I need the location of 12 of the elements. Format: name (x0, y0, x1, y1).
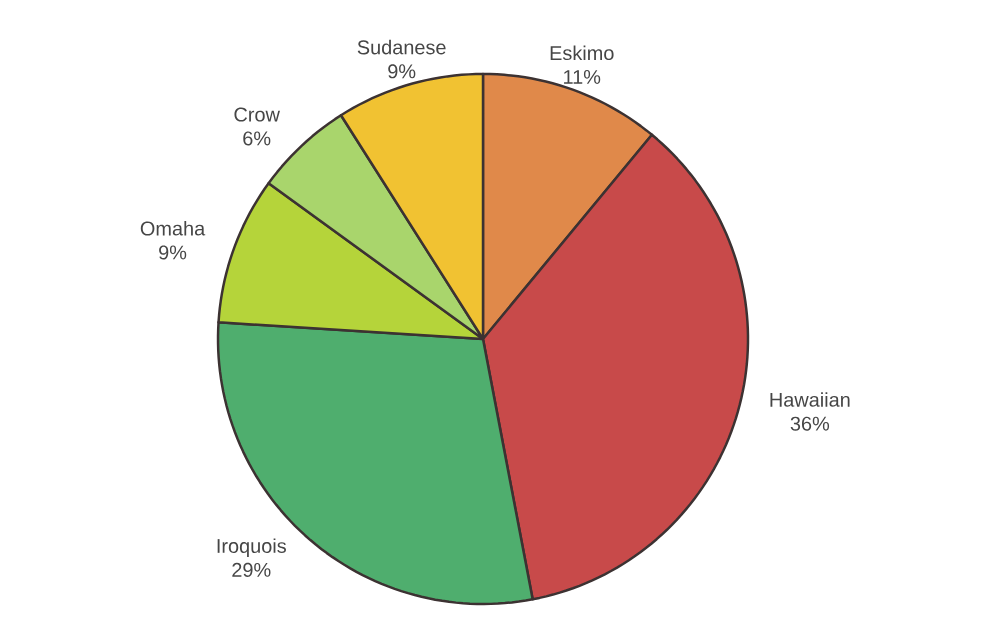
data-label: 9% (159, 245, 187, 260)
slice-label: Omaha (140, 220, 206, 236)
data-label: 6% (243, 131, 271, 146)
slice-label: Sudanese (357, 39, 446, 55)
slice-label: Iroquois (217, 538, 286, 557)
data-label: 9% (388, 64, 416, 79)
data-label: 11% (564, 70, 601, 84)
data-label: 36% (790, 416, 830, 431)
slice-label: Crow (234, 107, 280, 122)
slice-label: Hawaiian (770, 392, 850, 407)
data-label: 29% (232, 562, 271, 577)
slice-label: Eskimo (550, 45, 614, 61)
